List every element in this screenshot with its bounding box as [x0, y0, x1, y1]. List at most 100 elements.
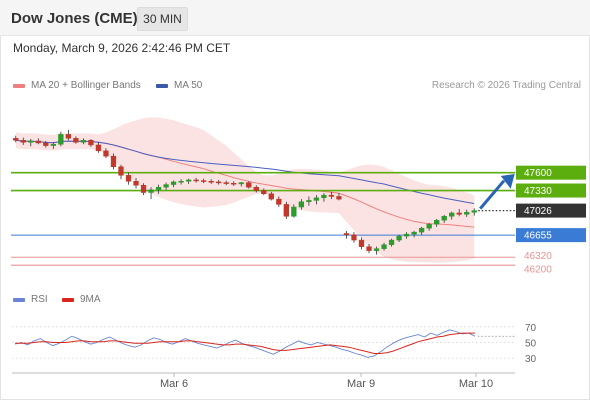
candle-body — [426, 223, 432, 229]
candle-body — [403, 233, 410, 237]
bollinger-swatch — [13, 83, 25, 88]
candle-body — [50, 144, 56, 146]
candle-body — [464, 212, 470, 215]
candle-body — [35, 140, 41, 144]
candle-body — [366, 246, 372, 251]
candle-body — [65, 134, 72, 139]
candle-body — [291, 206, 297, 217]
candle-body — [155, 186, 162, 191]
candle-body — [178, 181, 184, 183]
ma50-swatch — [156, 83, 168, 88]
candle-body — [449, 212, 455, 217]
rsi-legend: RSI — [13, 294, 48, 305]
rsi-tick-50: 50 — [525, 339, 537, 350]
candle-body — [88, 140, 94, 146]
header-bar: Dow Jones (CME) 30 MIN — [0, 0, 590, 36]
candle-body — [276, 198, 282, 205]
candle-body — [321, 194, 327, 199]
rsi-legend-label: RSI — [31, 294, 48, 305]
price-label-bg-47600 — [516, 165, 586, 180]
timeframe-button[interactable]: 30 MIN — [137, 7, 188, 31]
rsi-ma-swatch — [62, 297, 74, 302]
candle-body — [381, 244, 387, 249]
candle-body — [328, 194, 335, 197]
candle-body — [411, 231, 417, 235]
ma50-legend: MA 50 — [156, 80, 202, 91]
price-label-47026: 47026 — [524, 206, 552, 217]
candle-body — [246, 182, 252, 188]
candle-body — [125, 175, 132, 182]
rsi-ma-line — [15, 332, 475, 354]
price-label-47330: 47330 — [524, 186, 552, 197]
candle-body — [20, 140, 26, 143]
price-label-47600: 47600 — [524, 168, 552, 179]
copyright-text: Research © 2026 Trading Central — [431, 80, 581, 91]
candle-body — [163, 184, 169, 188]
candle-body — [193, 179, 199, 182]
price-label-46200: 46200 — [524, 265, 552, 276]
candle-body — [261, 190, 267, 195]
forecast-arrow-head — [500, 174, 515, 189]
candle-body — [373, 248, 380, 251]
candle-body — [351, 234, 357, 241]
candle-body — [140, 184, 147, 193]
candle-body — [208, 181, 214, 183]
rsi-ma-legend-label: 9MA — [80, 294, 101, 305]
candle-body — [185, 179, 192, 182]
rsi-line — [14, 329, 476, 358]
bollinger-legend-label: MA 20 + Bollinger Bands — [31, 80, 141, 91]
price-label-bg-47026 — [516, 203, 586, 218]
candle-body — [133, 181, 139, 186]
candle-body — [388, 239, 395, 245]
candle-body — [95, 144, 102, 152]
candle-body — [434, 220, 440, 225]
candle-body — [343, 233, 350, 236]
rsi-tick-70: 70 — [525, 323, 537, 334]
price-label-bg-47330 — [516, 183, 586, 198]
price-label-46655: 46655 — [524, 231, 552, 242]
candle-body — [268, 193, 274, 200]
candle-body — [253, 186, 259, 191]
candle-body — [28, 140, 34, 143]
candle-body — [238, 182, 244, 185]
candle-body — [118, 166, 124, 176]
candle-body — [456, 212, 462, 215]
candle-body — [441, 216, 447, 221]
candle-body — [358, 239, 365, 247]
candle-body — [313, 197, 320, 201]
price-label-46320: 46320 — [524, 251, 552, 262]
timestamp: Monday, March 9, 2026 2:42:46 PM CET — [13, 41, 231, 55]
candle-body — [283, 204, 289, 217]
candle-body — [298, 201, 305, 208]
rsi-swatch — [13, 297, 25, 302]
candle-body — [306, 200, 312, 203]
candle-body — [223, 182, 229, 184]
candle-body — [80, 140, 87, 143]
candle-body — [43, 142, 49, 146]
candle-body — [336, 196, 342, 200]
forecast-arrow-shaft — [479, 179, 506, 210]
candle-body — [73, 138, 79, 143]
candle-body — [216, 181, 222, 184]
candle-body — [471, 210, 477, 213]
rsi-ma-legend: 9MA — [62, 294, 101, 305]
candle-body — [110, 155, 117, 167]
x-tick-label: Mar 10 — [459, 378, 493, 390]
candle-body — [58, 134, 64, 145]
candle-body — [231, 183, 237, 185]
x-tick-label: Mar 9 — [347, 378, 375, 390]
x-tick-label: Mar 6 — [160, 378, 188, 390]
instrument-title: Dow Jones (CME) — [11, 10, 138, 27]
candle-body — [201, 180, 207, 182]
candle-body — [418, 227, 425, 233]
price-label-bg-46655 — [516, 228, 586, 243]
candle-body — [103, 150, 109, 157]
candle-body — [170, 181, 177, 185]
ma50-legend-label: MA 50 — [174, 80, 203, 91]
bollinger-legend: MA 20 + Bollinger Bands — [13, 80, 141, 91]
rsi-tick-30: 30 — [525, 354, 537, 365]
candle-body — [396, 235, 402, 241]
candle-body — [148, 189, 154, 193]
candle-body — [13, 138, 19, 141]
